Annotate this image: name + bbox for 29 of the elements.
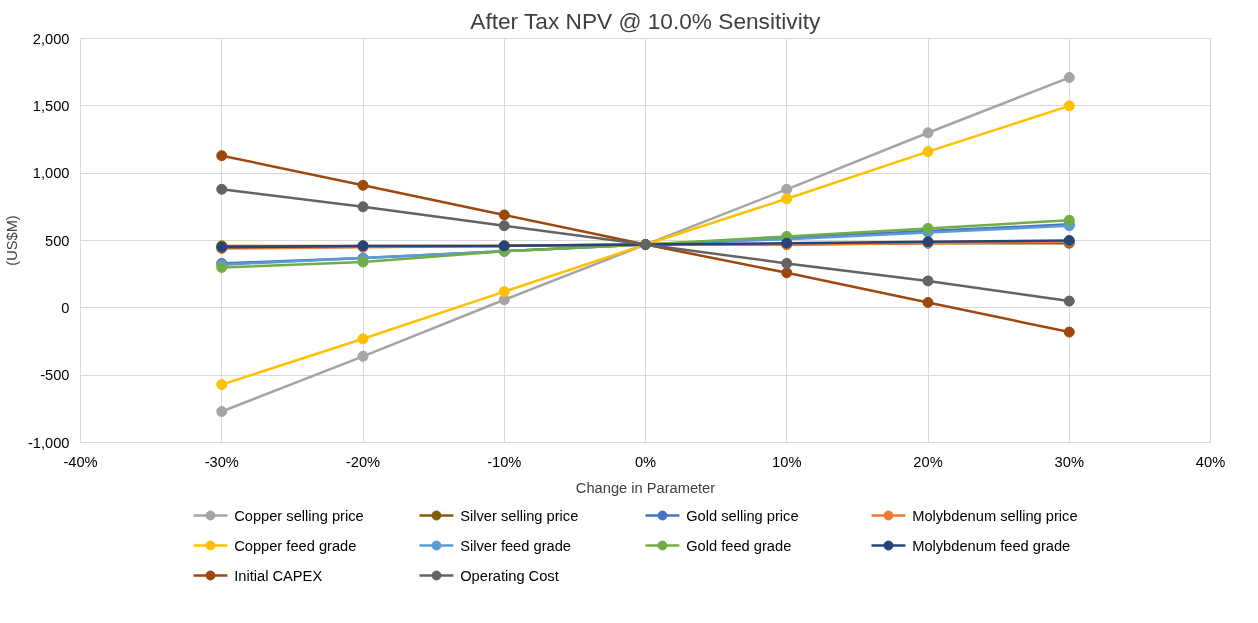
x-tick-label: -10% [487,453,522,470]
chart-title: After Tax NPV @ 10.0% Sensitivity [470,7,821,34]
legend-label: Gold selling price [686,507,799,524]
y-axis-title: (US$M) [3,215,20,266]
y-tick-label: 500 [45,232,70,249]
legend-label: Silver feed grade [460,537,571,554]
legend-label: Copper feed grade [234,537,357,554]
legend-label: Molybdenum selling price [912,507,1078,524]
legend-label: Copper selling price [234,507,364,524]
x-tick-label: 0% [634,453,657,470]
legend-label: Molybdenum feed grade [912,537,1071,554]
x-tick-label: 30% [1054,453,1084,470]
y-tick-label: 1,000 [32,165,70,182]
legend-label: Operating Cost [460,567,559,584]
x-tick-label: 10% [772,453,802,470]
y-tick-label: 1,500 [32,97,70,114]
legend-label: Gold feed grade [686,537,792,554]
legend-label: Silver selling price [460,507,579,524]
x-tick-label: -20% [345,453,381,470]
y-tick-label: 0 [61,299,70,316]
y-tick-label: -1,000 [27,434,70,451]
x-tick-label: 40% [1195,453,1226,470]
x-tick-label: -40% [63,453,98,470]
y-tick-label: -500 [40,367,70,384]
y-tick-label: 2,000 [32,30,70,47]
x-tick-label: -30% [204,453,239,470]
x-tick-label: 20% [913,453,943,470]
legend-label: Initial CAPEX [234,567,323,584]
x-axis-title: Change in Parameter [575,479,716,496]
